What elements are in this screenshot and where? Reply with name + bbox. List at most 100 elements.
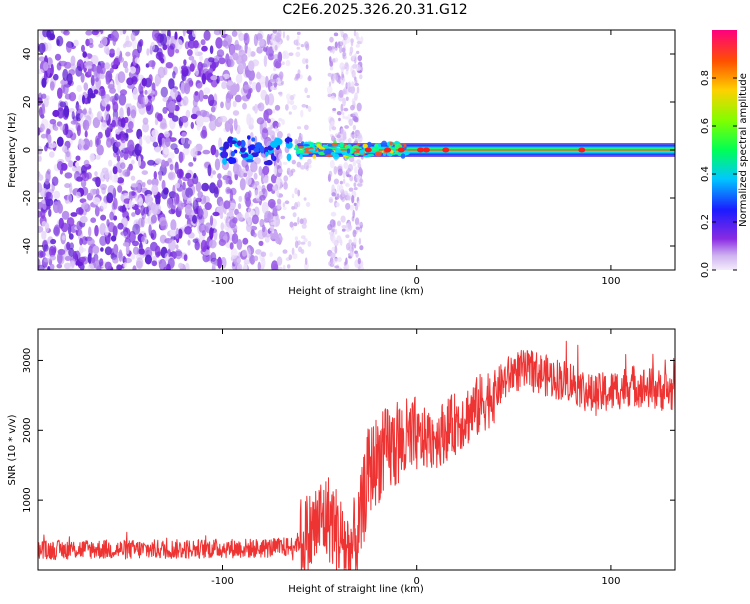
- noise-blob: [56, 263, 63, 269]
- noise-blob: [119, 30, 124, 36]
- spectrogram-y-label: Frequency (Hz): [7, 112, 18, 188]
- carrier-speckle: [220, 151, 229, 159]
- noise-blob: [333, 178, 339, 185]
- noise-blob: [118, 93, 127, 106]
- noise-blob: [151, 129, 159, 138]
- noise-blob: [154, 146, 161, 153]
- noise-blob: [127, 121, 134, 130]
- noise-blob: [304, 257, 308, 266]
- noise-blob: [296, 161, 302, 168]
- noise-blob: [183, 254, 188, 262]
- noise-blob: [342, 134, 347, 141]
- noise-blob: [92, 197, 101, 205]
- noise-blob: [352, 209, 356, 219]
- noise-blob: [283, 175, 289, 182]
- noise-blob: [254, 135, 258, 145]
- noise-blob: [94, 206, 100, 217]
- noise-blob: [75, 155, 81, 161]
- noise-blob: [232, 217, 238, 224]
- noise-blob: [91, 257, 96, 264]
- noise-blob: [99, 62, 106, 75]
- noise-blob: [114, 173, 119, 183]
- noise-blob: [304, 124, 309, 130]
- noise-blob: [142, 122, 150, 133]
- noise-blob: [276, 204, 282, 210]
- carrier-speckle: [386, 152, 392, 156]
- noise-blob: [272, 264, 279, 270]
- noise-blob: [352, 111, 358, 117]
- noise-blob: [76, 84, 82, 93]
- noise-blob: [349, 86, 355, 92]
- noise-blob: [334, 265, 340, 269]
- noise-blob: [342, 170, 346, 179]
- noise-blob: [132, 223, 141, 235]
- noise-blob: [360, 266, 365, 270]
- carrier-line: [219, 135, 675, 166]
- carrier-speckle: [297, 146, 305, 149]
- noise-blob: [129, 66, 137, 74]
- noise-blob: [185, 187, 194, 198]
- noise-blob: [336, 134, 341, 139]
- noise-blob: [287, 167, 291, 172]
- carrier-speckle: [356, 143, 361, 146]
- noise-blob: [112, 257, 119, 264]
- noise-blob: [354, 217, 360, 226]
- noise-blob: [111, 30, 119, 42]
- noise-blob: [214, 158, 221, 171]
- noise-blob: [247, 60, 255, 71]
- noise-blob: [231, 233, 239, 245]
- noise-blob: [131, 149, 139, 157]
- noise-blob: [301, 223, 307, 229]
- noise-blob: [329, 66, 334, 71]
- noise-blob: [160, 137, 166, 148]
- noise-blob: [96, 64, 102, 74]
- carrier-speckle: [265, 159, 273, 166]
- noise-blob: [115, 141, 121, 148]
- y-tick-label: 0: [22, 147, 33, 153]
- noise-blob: [243, 84, 251, 90]
- noise-blob: [281, 119, 285, 126]
- noise-blob: [305, 58, 309, 64]
- noise-blob: [258, 240, 264, 246]
- noise-blob: [122, 30, 127, 35]
- noise-blob: [296, 39, 299, 46]
- noise-blob: [277, 266, 283, 270]
- noise-blob: [339, 180, 343, 185]
- carrier-peak: [384, 147, 392, 153]
- noise-blob: [230, 84, 238, 96]
- noise-blob: [262, 224, 266, 233]
- noise-blob: [53, 224, 61, 237]
- noise-blob: [145, 135, 152, 144]
- y-tick-label: -40: [22, 238, 33, 254]
- noise-blob: [228, 179, 233, 185]
- noise-blob: [113, 243, 119, 255]
- noise-blob: [180, 115, 189, 123]
- carrier-speckle: [254, 142, 263, 149]
- noise-blob: [64, 93, 72, 100]
- noise-blob: [106, 137, 112, 148]
- noise-blob: [59, 169, 64, 175]
- noise-blob: [189, 63, 195, 72]
- noise-blob: [101, 98, 109, 107]
- noise-blob: [329, 46, 333, 53]
- noise-blob: [118, 56, 124, 63]
- noise-blob: [209, 45, 214, 55]
- noise-blob: [286, 34, 290, 41]
- noise-blob: [269, 232, 273, 240]
- noise-blob: [350, 40, 354, 47]
- noise-blob: [164, 160, 170, 167]
- noise-blob: [329, 36, 334, 43]
- noise-blob: [151, 260, 158, 267]
- noise-blob: [356, 132, 362, 139]
- noise-blob: [243, 259, 251, 265]
- noise-blob: [276, 198, 282, 205]
- noise-blob: [330, 252, 336, 259]
- noise-blob: [100, 247, 104, 252]
- noise-blob: [138, 145, 143, 151]
- noise-blob: [84, 61, 92, 67]
- noise-blob: [124, 66, 129, 74]
- noise-blob: [49, 151, 55, 158]
- noise-blob: [134, 57, 140, 64]
- x-tick-label: 100: [601, 576, 620, 587]
- noise-blob: [305, 64, 309, 70]
